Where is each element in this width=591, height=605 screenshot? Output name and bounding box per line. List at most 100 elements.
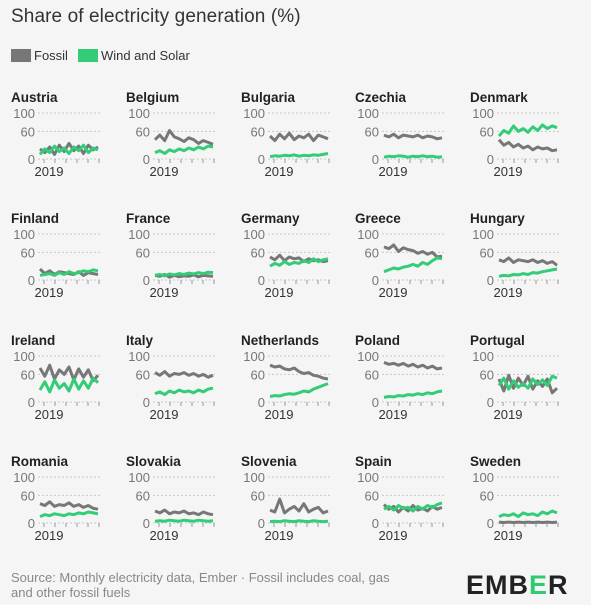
panel-title: Poland — [355, 333, 400, 348]
panel-title: Greece — [355, 211, 401, 226]
wind-solar-line — [498, 509, 558, 519]
x-tick-label: 2019 — [35, 407, 64, 422]
y-tick-label: 60 — [251, 124, 265, 139]
panel-title: Finland — [11, 211, 59, 226]
panel-title: Hungary — [470, 211, 525, 226]
logo-text-accent: E — [529, 570, 549, 600]
y-tick-label: 0 — [487, 273, 494, 288]
panel-romania: Romania 0 60 100 2019 — [11, 454, 102, 543]
y-tick-label: 60 — [251, 488, 265, 503]
panel-finland: Finland 0 60 100 2019 — [11, 211, 102, 300]
panel-belgium: Belgium 0 60 100 2019 — [126, 90, 217, 179]
wind-solar-line — [154, 386, 214, 397]
y-tick-label: 100 — [472, 106, 494, 121]
panel-title: Austria — [11, 90, 58, 105]
legend-swatch-fossil — [11, 49, 31, 62]
y-tick-label: 0 — [28, 516, 35, 531]
panel-title: Denmark — [470, 90, 528, 105]
x-tick-label: 2019 — [379, 164, 408, 179]
y-tick-label: 100 — [128, 470, 150, 485]
wind-solar-line — [154, 144, 214, 155]
y-tick-label: 0 — [143, 273, 150, 288]
x-tick-label: 2019 — [35, 164, 64, 179]
panel-title: Czechia — [355, 90, 407, 105]
fossil-line — [269, 363, 329, 381]
y-tick-label: 100 — [357, 227, 379, 242]
x-tick-label: 2019 — [494, 164, 523, 179]
y-tick-label: 100 — [243, 227, 265, 242]
wind-solar-line — [154, 518, 214, 523]
y-tick-label: 60 — [251, 367, 265, 382]
chart-title: Share of electricity generation (%) — [11, 6, 301, 27]
panel-title: Netherlands — [241, 333, 319, 348]
y-tick-label: 0 — [143, 516, 150, 531]
y-tick-label: 100 — [128, 349, 150, 364]
y-tick-label: 100 — [243, 106, 265, 121]
legend: Fossil Wind and Solar — [11, 48, 200, 63]
y-tick-label: 0 — [28, 273, 35, 288]
y-tick-label: 60 — [480, 488, 494, 503]
y-tick-label: 0 — [28, 395, 35, 410]
wind-solar-line — [39, 510, 99, 518]
y-tick-label: 0 — [372, 152, 379, 167]
source-note: Source: Monthly electricity data, Ember … — [11, 570, 390, 600]
x-tick-label: 2019 — [379, 285, 408, 300]
wind-solar-line — [497, 123, 558, 137]
y-tick-label: 60 — [480, 124, 494, 139]
y-tick-label: 0 — [372, 273, 379, 288]
panel-bulgaria: Bulgaria 0 60 100 2019 — [241, 90, 332, 179]
y-tick-label: 60 — [251, 245, 265, 260]
panel-hungary: Hungary 0 60 100 2019 — [470, 211, 561, 300]
panel-title: Romania — [11, 454, 69, 469]
panel-title: Spain — [355, 454, 392, 469]
y-tick-label: 0 — [487, 516, 494, 531]
panel-title: France — [126, 211, 171, 226]
ember-logo: EMBER — [466, 570, 569, 601]
y-tick-label: 60 — [365, 367, 379, 382]
panel-slovakia: Slovakia 0 60 100 2019 — [126, 454, 217, 543]
panel-austria: Austria 0 60 100 2019 — [11, 90, 102, 179]
y-tick-label: 100 — [472, 227, 494, 242]
panel-germany: Germany 0 60 100 2019 — [241, 211, 332, 300]
y-tick-label: 60 — [21, 367, 35, 382]
panel-netherlands: Netherlands 0 60 100 2019 — [241, 333, 332, 422]
x-tick-label: 2019 — [379, 528, 408, 543]
wind-solar-line — [383, 389, 443, 399]
panel-italy: Italy 0 60 100 2019 — [126, 333, 217, 422]
y-tick-label: 100 — [13, 470, 35, 485]
small-multiples-chart: Austria0601002019Belgium0601002019Bulgar… — [11, 90, 561, 543]
legend-label-wind-solar: Wind and Solar — [100, 48, 190, 63]
y-tick-label: 0 — [487, 395, 494, 410]
wind-solar-line — [498, 267, 558, 278]
fossil-line — [383, 243, 443, 259]
y-tick-label: 60 — [365, 124, 379, 139]
y-tick-label: 0 — [28, 152, 35, 167]
x-tick-label: 2019 — [35, 528, 64, 543]
x-tick-label: 2019 — [150, 528, 179, 543]
panel-slovenia: Slovenia 0 60 100 2019 — [241, 454, 332, 543]
y-tick-label: 100 — [13, 106, 35, 121]
y-tick-label: 60 — [480, 245, 494, 260]
panel-poland: Poland 0 60 100 2019 — [355, 333, 446, 422]
y-tick-label: 0 — [258, 516, 265, 531]
fossil-line — [498, 256, 558, 267]
y-tick-label: 0 — [143, 152, 150, 167]
x-tick-label: 2019 — [35, 285, 64, 300]
fossil-line — [269, 497, 329, 515]
wind-solar-line — [269, 382, 329, 398]
legend-item-fossil: Fossil — [11, 48, 68, 63]
wind-solar-line — [269, 519, 329, 524]
fossil-line — [39, 500, 99, 511]
y-tick-label: 100 — [243, 470, 265, 485]
fossil-line — [497, 373, 559, 395]
panel-title: Portugal — [470, 333, 525, 348]
panel-title: Bulgaria — [241, 90, 296, 105]
y-tick-label: 100 — [357, 106, 379, 121]
fossil-line — [154, 508, 214, 517]
wind-solar-line — [38, 143, 99, 156]
x-tick-label: 2019 — [494, 285, 523, 300]
legend-item-wind-solar: Wind and Solar — [77, 48, 190, 63]
y-tick-label: 60 — [136, 488, 150, 503]
panel-title: Germany — [241, 211, 300, 226]
y-tick-label: 60 — [136, 124, 150, 139]
